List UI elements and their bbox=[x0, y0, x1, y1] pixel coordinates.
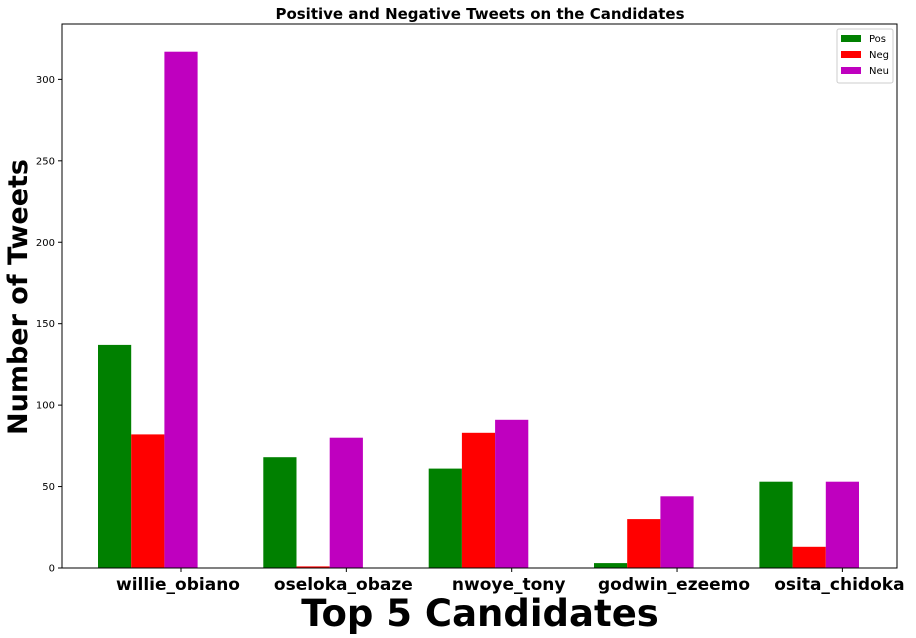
chart-title: Positive and Negative Tweets on the Cand… bbox=[275, 5, 684, 23]
bar-neg-osita_chidoka bbox=[792, 546, 826, 568]
y-tick-label: 100 bbox=[36, 401, 55, 412]
bar-pos-nwoye_tony bbox=[428, 468, 462, 568]
bar-neu-willie_obiano bbox=[164, 51, 198, 568]
x-tick-label-willie_obiano: willie_obiano bbox=[116, 575, 240, 595]
x-tick-label-nwoye_tony: nwoye_tony bbox=[452, 575, 566, 595]
axes-frame bbox=[61, 23, 898, 569]
x-tick-label-oseloka_obaze: oseloka_obaze bbox=[274, 575, 413, 595]
y-axis-label: Number of Tweets bbox=[3, 159, 34, 435]
bar-pos-osita_chidoka bbox=[759, 481, 793, 568]
bar-neu-osita_chidoka bbox=[825, 481, 859, 568]
bar-neg-nwoye_tony bbox=[461, 432, 496, 568]
bar-pos-oseloka_obaze bbox=[263, 457, 297, 568]
x-axis-label: Top 5 Candidates bbox=[301, 592, 659, 635]
y-tick-label: 300 bbox=[36, 75, 55, 86]
x-tick-label-osita_chidoka: osita_chidoka bbox=[774, 575, 904, 595]
legend-label-neu: Neu bbox=[869, 66, 889, 77]
plot-area bbox=[61, 23, 898, 569]
bar-neg-willie_obiano bbox=[131, 434, 165, 568]
legend-swatch-neg bbox=[841, 51, 861, 58]
bar-neu-nwoye_tony bbox=[495, 419, 529, 568]
y-tick-label: 200 bbox=[36, 238, 55, 249]
bar-neg-oseloka_obaze bbox=[296, 566, 330, 568]
x-tick-label-godwin_ezeemo: godwin_ezeemo bbox=[598, 575, 750, 595]
bar-neu-godwin_ezeemo bbox=[660, 496, 694, 568]
legend-label-pos: Pos bbox=[869, 34, 886, 45]
bar-neu-oseloka_obaze bbox=[329, 437, 363, 568]
legend-swatch-neu bbox=[841, 67, 861, 74]
bar-pos-godwin_ezeemo bbox=[594, 563, 628, 568]
bar-neg-godwin_ezeemo bbox=[627, 519, 661, 568]
legend-swatch-pos bbox=[841, 35, 861, 42]
y-tick-label: 150 bbox=[36, 319, 55, 330]
y-axis: 0 50 100 150 200 250 300 bbox=[36, 75, 62, 575]
y-tick-label: 50 bbox=[42, 482, 55, 493]
y-tick-label: 250 bbox=[36, 156, 55, 167]
x-axis: willie_obiano oseloka_obaze nwoye_tony godw… bbox=[116, 568, 905, 595]
legend-label-neg: Neg bbox=[869, 50, 889, 61]
y-tick-label: 0 bbox=[49, 564, 55, 575]
bar-pos-willie_obiano bbox=[98, 344, 132, 568]
legend: Pos Neg Neu bbox=[836, 28, 894, 84]
